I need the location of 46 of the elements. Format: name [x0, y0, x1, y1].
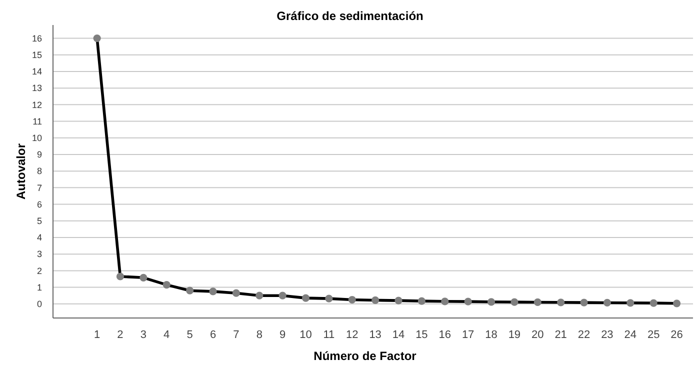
x-tick-label: 23	[601, 328, 614, 341]
y-tick-label: 4	[36, 232, 42, 243]
y-axis-title: Autovalor	[14, 143, 28, 200]
y-tick-label: 2	[36, 266, 42, 276]
x-tick-label: 10	[300, 328, 312, 341]
x-tick-label: 9	[280, 328, 286, 341]
x-tick-label: 14	[392, 328, 405, 341]
x-tick-label: 22	[578, 328, 590, 341]
y-tick-label: 1	[36, 282, 42, 292]
x-tick-label: 15	[416, 328, 428, 341]
y-tick-label: 3	[36, 249, 42, 260]
x-tick-label: 25	[647, 328, 660, 341]
x-tick-label: 5	[186, 328, 193, 341]
y-tick-label: 11	[32, 116, 42, 126]
chart-title: Gráfico de sedimentación	[276, 9, 424, 23]
x-tick-label: 2	[117, 328, 124, 341]
x-tick-label: 4	[164, 328, 170, 341]
y-tick-label: 8	[36, 166, 42, 176]
y-tick-label: 15	[32, 50, 42, 60]
y-tick-label: 14	[32, 66, 42, 77]
x-axis-title: Número de Factor	[314, 349, 417, 363]
x-tick-label: 1	[94, 328, 100, 341]
x-tick-label: 16	[438, 328, 452, 341]
y-tick-label: 6	[36, 199, 42, 210]
y-tick-label: 5	[36, 216, 42, 226]
x-tick-label: 20	[532, 328, 544, 341]
y-tick-label: 7	[36, 182, 42, 193]
x-tick-label: 18	[485, 328, 498, 341]
x-tick-label: 12	[346, 328, 358, 341]
x-tick-label: 13	[369, 328, 382, 341]
y-tick-label: 9	[36, 150, 42, 160]
y-tick-label: 10	[32, 133, 42, 144]
y-tick-label: 13	[32, 83, 42, 94]
y-tick-label: 16	[32, 33, 42, 44]
x-tick-label: 19	[508, 328, 521, 341]
y-tick-label: 12	[32, 100, 42, 110]
x-tick-label: 17	[462, 328, 474, 341]
x-tick-label: 8	[256, 328, 262, 341]
x-tick-label: 6	[210, 328, 216, 341]
x-tick-label: 11	[323, 328, 335, 341]
x-tick-label: 3	[140, 328, 146, 341]
y-tick-label: 0	[36, 299, 42, 310]
x-tick-label: 21	[554, 328, 567, 341]
x-tick-label: 26	[670, 328, 683, 341]
x-tick-label: 7	[233, 328, 240, 341]
x-tick-label: 24	[624, 328, 637, 341]
